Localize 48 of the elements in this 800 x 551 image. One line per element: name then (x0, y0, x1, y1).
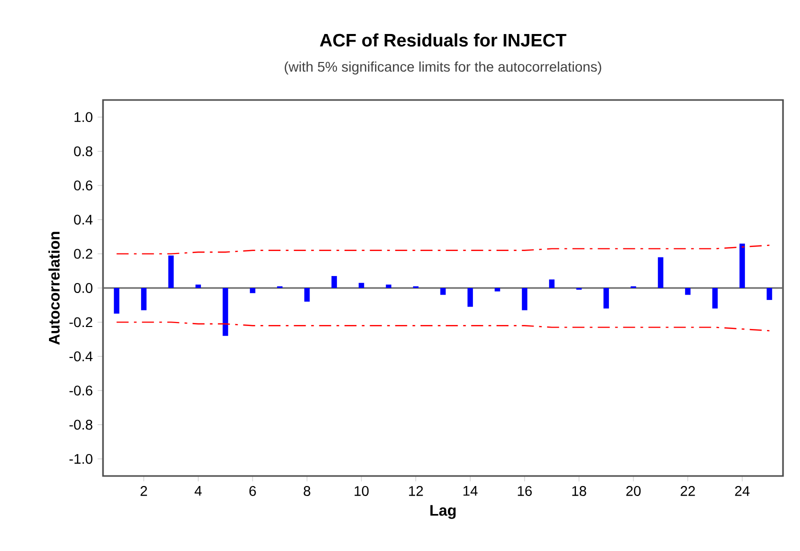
x-tick-label: 18 (572, 486, 586, 496)
x-tick-label: 4 (194, 486, 202, 496)
chart-subtitle: (with 5% significance limits for the autocorrelations) (284, 61, 602, 75)
bar (467, 288, 473, 307)
y-axis-title: Autocorrelation (48, 232, 60, 345)
bar (603, 288, 609, 309)
chart-title: ACF of Residuals for INJECT (320, 33, 566, 47)
bar (195, 284, 201, 288)
y-tick-label: -1.0 (69, 454, 92, 464)
bar (522, 288, 528, 310)
bar (712, 288, 718, 309)
y-tick-label: -0.6 (69, 386, 92, 396)
y-tick-label: 0.2 (74, 248, 92, 259)
x-tick-label: 22 (680, 486, 695, 496)
bar (549, 279, 555, 288)
x-tick-label: 2 (140, 486, 147, 496)
bar (331, 276, 337, 288)
bar (386, 284, 392, 288)
bar (766, 288, 772, 300)
bar (141, 288, 147, 310)
y-tick-label: 0.0 (74, 283, 92, 293)
x-tick-label: 10 (354, 486, 369, 496)
x-tick-label: 20 (626, 486, 641, 496)
bar (685, 288, 691, 295)
y-tick-label: -0.4 (69, 351, 93, 362)
bar (358, 282, 364, 288)
x-tick-label: 8 (304, 486, 310, 496)
y-tick-label: 0.4 (74, 214, 93, 225)
y-tick-label: -0.2 (69, 317, 92, 328)
x-tick-label: 14 (463, 486, 478, 496)
x-tick-label: 16 (518, 486, 532, 496)
y-tick-label: -0.8 (69, 420, 92, 430)
bar (168, 256, 174, 288)
bar (658, 257, 664, 288)
x-axis-title: Lag (430, 505, 456, 519)
bar (440, 288, 446, 295)
x-tick-label: 12 (409, 486, 423, 496)
bar (304, 288, 310, 302)
y-tick-label: 1.0 (74, 112, 92, 122)
bar (222, 288, 228, 336)
bar (739, 244, 745, 288)
bar (494, 288, 500, 292)
bar (250, 288, 256, 294)
bar (114, 288, 120, 314)
x-tick-label: 24 (735, 486, 750, 496)
y-tick-label: 0.6 (74, 180, 92, 190)
x-tick-label: 6 (249, 486, 256, 496)
y-tick-label: 0.8 (74, 146, 92, 156)
